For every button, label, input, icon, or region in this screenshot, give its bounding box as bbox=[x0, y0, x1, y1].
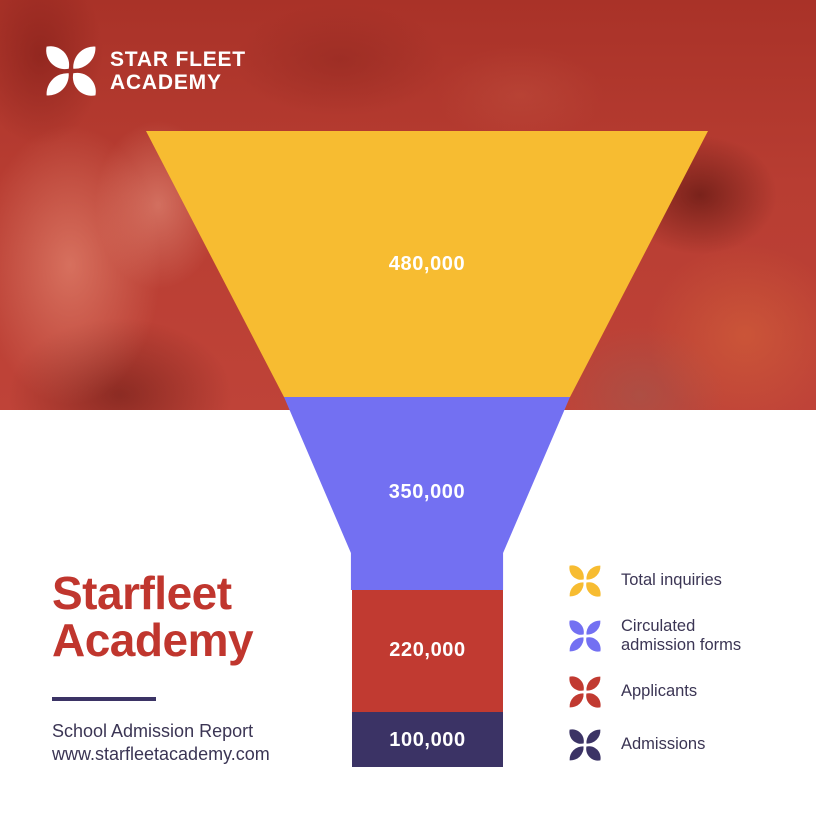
page-title-line2: Academy bbox=[52, 614, 254, 667]
legend-item-circulated-forms: Circulated admission forms bbox=[568, 617, 771, 656]
flower-icon bbox=[569, 676, 601, 708]
legend-label: Admissions bbox=[621, 735, 706, 754]
website-url: www.starfleetacademy.com bbox=[52, 744, 270, 765]
flower-icon bbox=[569, 729, 601, 761]
flower-icon bbox=[569, 565, 601, 597]
legend-item-applicants: Applicants bbox=[568, 675, 771, 709]
report-name: School Admission Report bbox=[52, 720, 254, 741]
title-block: Starfleet Academy School Admission Repor… bbox=[52, 567, 352, 767]
page-title: Starfleet Academy bbox=[52, 567, 352, 667]
funnel-segment-applicants bbox=[352, 590, 503, 712]
title-divider bbox=[52, 696, 156, 701]
brand-name: STAR FLEET ACADEMY bbox=[110, 48, 246, 94]
funnel-segment-admissions bbox=[352, 712, 503, 767]
chart-legend: Total inquiries Circulated admission for… bbox=[568, 564, 771, 762]
page-title-line1: Starfleet bbox=[52, 567, 232, 619]
report-subtitle: School Admission Report www.starfleetaca… bbox=[52, 720, 352, 767]
legend-label: Total inquiries bbox=[621, 571, 722, 590]
brand-name-line2: ACADEMY bbox=[110, 71, 222, 94]
funnel-value-total-inquiries: 480,000 bbox=[388, 253, 466, 275]
funnel-value-circulated-forms: 350,000 bbox=[388, 481, 466, 503]
funnel-value-admissions: 100,000 bbox=[389, 729, 466, 751]
brand-logo: STAR FLEET ACADEMY bbox=[44, 44, 246, 98]
funnel-value-applicants: 220,000 bbox=[389, 639, 466, 661]
legend-item-admissions: Admissions bbox=[568, 728, 771, 762]
legend-label: Applicants bbox=[621, 682, 698, 701]
flower-icon bbox=[46, 46, 96, 96]
brand-name-line1: STAR FLEET bbox=[110, 47, 246, 71]
flower-icon bbox=[569, 620, 601, 653]
legend-label: Circulated admission forms bbox=[621, 617, 742, 655]
legend-item-total-inquiries: Total inquiries bbox=[568, 564, 771, 598]
